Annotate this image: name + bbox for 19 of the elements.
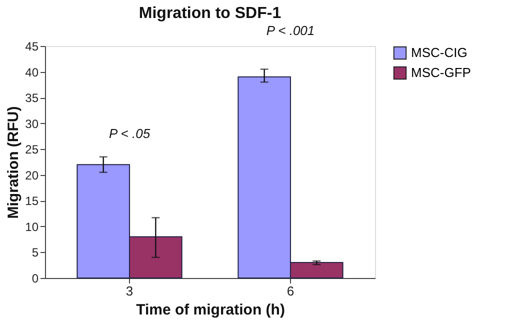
annotation: P < .05: [108, 126, 151, 141]
x-axis-title: Time of migration (h): [136, 302, 285, 318]
y-tick-label: 5: [32, 246, 39, 260]
y-tick-label: 40: [25, 65, 39, 80]
y-axis-title: Migration (RFU): [5, 106, 22, 219]
y-tick-label: 0: [32, 272, 39, 286]
legend-label: MSC-GFP: [411, 65, 471, 80]
y-tick-label: 20: [25, 168, 39, 182]
chart-title: Migration to SDF-1: [138, 5, 282, 22]
text: P < .001: [266, 23, 315, 38]
x-tick-label: 6: [286, 284, 294, 298]
y-tick-label: 25: [25, 142, 39, 157]
y-tick-label: 15: [25, 194, 39, 208]
y-tick-label: 10: [25, 220, 39, 234]
x-tick-label: 3: [126, 284, 134, 298]
y-tick-label: 30: [25, 116, 39, 131]
y-tick-label: 45: [25, 40, 39, 54]
legend-label: MSC-CIG: [411, 45, 468, 60]
y-tick-label: 35: [25, 91, 39, 106]
